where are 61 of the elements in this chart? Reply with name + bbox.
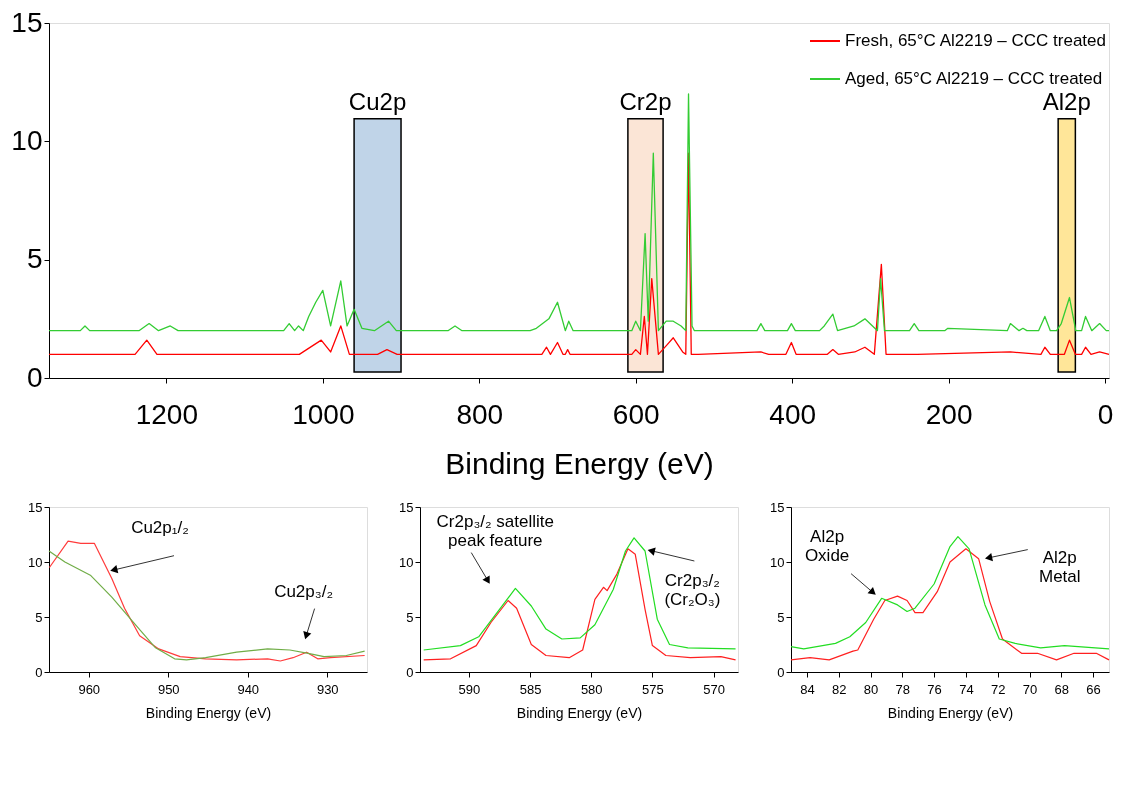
line-series bbox=[423, 548, 737, 661]
band-label: Cu2p bbox=[348, 87, 407, 115]
legend-label: Aged, 65°C Al2219 – CCC treated bbox=[845, 69, 1103, 88]
band-label: Al2p bbox=[1042, 87, 1091, 115]
x-tick-label: 930 bbox=[316, 681, 339, 697]
annotation: Al2p Oxide bbox=[804, 526, 850, 565]
y-tick-label: 15 bbox=[11, 6, 43, 38]
y-tick-label: 15 bbox=[28, 499, 43, 515]
y-tick-label: 5 bbox=[777, 609, 785, 625]
x-tick-label: 78 bbox=[895, 681, 911, 697]
x-tick-label: 960 bbox=[78, 681, 101, 697]
x-axis-title: Binding Energy (eV) bbox=[887, 704, 1014, 721]
x-tick-label: 940 bbox=[237, 681, 260, 697]
annotation: Cr2p₃/₂ (Cr₂O₃) bbox=[664, 571, 721, 609]
legend-label: Fresh, 65°C Al2219 – CCC treated bbox=[845, 31, 1106, 50]
x-tick-label: 575 bbox=[642, 681, 664, 697]
x-axis-title: Binding Energy (eV) bbox=[145, 704, 272, 721]
annotation: Cu2p₃/₂ bbox=[274, 581, 334, 601]
x-tick-label: 66 bbox=[1086, 681, 1101, 697]
y-tick-label: 0 bbox=[26, 361, 43, 393]
annotation: Cu2p₁/₂ bbox=[131, 517, 189, 537]
x-tick-label: 590 bbox=[458, 681, 481, 697]
y-tick-label: 0 bbox=[406, 664, 414, 680]
annotation: Cr2p₃/₂ satellite peak feature bbox=[436, 511, 554, 550]
y-tick-label: 5 bbox=[26, 243, 43, 275]
annotation: Al2p Metal bbox=[1038, 547, 1081, 586]
x-tick-label: 1200 bbox=[135, 398, 198, 430]
x-tick-label: 84 bbox=[800, 681, 815, 697]
line-series bbox=[790, 548, 1110, 661]
y-tick-label: 10 bbox=[11, 124, 43, 156]
y-tick-label: 0 bbox=[777, 664, 785, 680]
y-tick-label: 0 bbox=[35, 664, 43, 680]
x-tick-label: 570 bbox=[703, 681, 725, 697]
x-axis-title: Binding Energy (eV) bbox=[516, 704, 643, 721]
x-tick-label: 68 bbox=[1054, 681, 1070, 697]
line-series bbox=[48, 93, 1110, 332]
x-tick-label: 400 bbox=[769, 398, 817, 430]
x-tick-label: 74 bbox=[959, 681, 974, 697]
x-tick-label: 70 bbox=[1022, 681, 1038, 697]
x-tick-label: 82 bbox=[831, 681, 847, 697]
x-tick-label: 200 bbox=[925, 398, 973, 430]
y-tick-label: 15 bbox=[770, 499, 785, 515]
x-tick-label: 72 bbox=[990, 681, 1006, 697]
y-tick-label: 10 bbox=[399, 554, 414, 570]
x-tick-label: 800 bbox=[456, 398, 504, 430]
x-tick-label: 0 bbox=[1097, 398, 1114, 430]
y-tick-label: 10 bbox=[770, 554, 785, 570]
y-tick-label: 5 bbox=[35, 609, 43, 625]
x-tick-label: 580 bbox=[580, 681, 603, 697]
line-series bbox=[48, 152, 1110, 355]
x-tick-label: 950 bbox=[157, 681, 180, 697]
x-tick-label: 80 bbox=[863, 681, 879, 697]
x-tick-label: 585 bbox=[519, 681, 542, 697]
x-tick-label: 600 bbox=[612, 398, 660, 430]
x-tick-label: 76 bbox=[927, 681, 942, 697]
y-tick-label: 5 bbox=[406, 609, 414, 625]
x-axis-title: Binding Energy (eV) bbox=[445, 446, 714, 480]
x-tick-label: 1000 bbox=[292, 398, 355, 430]
y-tick-label: 10 bbox=[28, 554, 43, 570]
band-label: Cr2p bbox=[619, 87, 672, 115]
y-tick-label: 15 bbox=[399, 499, 414, 515]
